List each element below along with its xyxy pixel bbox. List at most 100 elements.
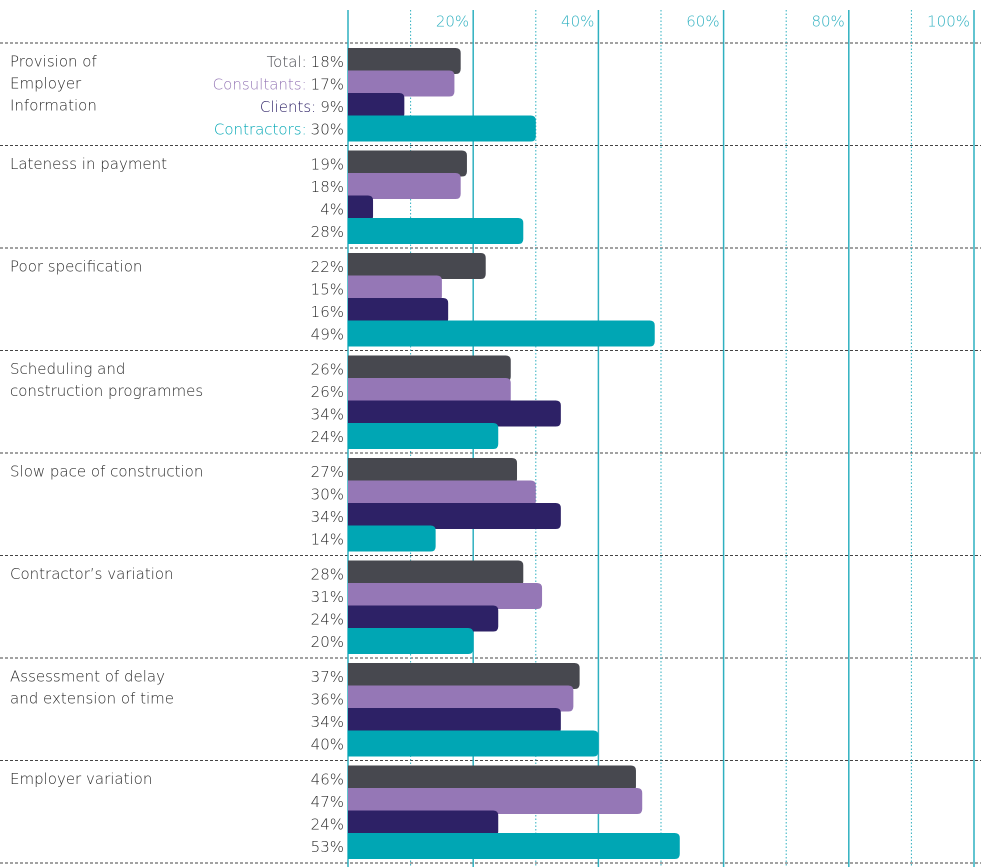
category-label: Scheduling and (10, 360, 125, 378)
value-text: 9% (320, 98, 344, 116)
value-text: 26% (311, 383, 344, 401)
value-label: 16% (311, 303, 344, 321)
bar (348, 70, 455, 97)
category-label: and extension of time (10, 690, 174, 708)
bar (348, 378, 511, 404)
value-text: 34% (311, 713, 344, 731)
value-label: 34% (311, 508, 344, 526)
bar (348, 605, 499, 632)
value-text: 14% (311, 530, 344, 548)
bar (348, 480, 536, 507)
value-label: 49% (311, 325, 344, 343)
bar (348, 810, 499, 837)
value-text: 36% (311, 690, 344, 708)
value-text: 53% (311, 838, 344, 856)
bar (348, 458, 518, 484)
value-label: Consultants: 17% (213, 75, 344, 93)
value-label: 47% (311, 793, 344, 811)
bar (348, 218, 524, 244)
category-label: Contractor’s variation (10, 565, 174, 583)
category-label: Slow pace of construction (10, 463, 203, 481)
bar (348, 560, 524, 587)
value-label: 34% (311, 713, 344, 731)
bar (348, 708, 561, 734)
value-text: 15% (311, 280, 344, 298)
bar (348, 355, 511, 382)
value-label: 28% (311, 223, 344, 241)
value-label: Total: 18% (267, 53, 344, 71)
value-text: 31% (311, 588, 344, 606)
bar (348, 730, 599, 757)
value-text: 17% (311, 75, 344, 93)
value-label: 34% (311, 405, 344, 423)
value-label: 20% (311, 633, 344, 651)
value-text: 24% (311, 428, 344, 446)
legend-label: Consultants: (213, 75, 307, 93)
category-label: Assessment of delay (10, 668, 165, 686)
value-text: 24% (311, 815, 344, 833)
value-label: 28% (311, 565, 344, 583)
value-label: 53% (311, 838, 344, 856)
value-text: 47% (311, 793, 344, 811)
value-text: 19% (311, 155, 344, 173)
bar (348, 150, 467, 177)
bar (348, 195, 374, 222)
value-label: 22% (311, 258, 344, 276)
bar (348, 663, 580, 689)
value-text: 28% (311, 223, 344, 241)
x-tick-label: 40% (561, 13, 594, 31)
value-text: 40% (311, 735, 344, 753)
category-label: Employer variation (10, 770, 152, 788)
value-text: 30% (311, 485, 344, 503)
value-label: 40% (311, 735, 344, 753)
category-label: Provision of (10, 53, 97, 71)
value-text: 28% (311, 565, 344, 583)
value-text: 20% (311, 633, 344, 651)
value-text: 16% (311, 303, 344, 321)
value-label: Contractors: 30% (214, 120, 344, 138)
value-label: 26% (311, 383, 344, 401)
legend-label: Clients: (260, 98, 316, 116)
value-label: 24% (311, 610, 344, 628)
bar (348, 833, 680, 859)
value-text: 46% (311, 770, 344, 788)
value-label: 18% (311, 178, 344, 196)
value-label: 19% (311, 155, 344, 173)
category-label: construction programmes (10, 382, 203, 400)
bar (348, 48, 461, 74)
value-label: 31% (311, 588, 344, 606)
value-text: 34% (311, 405, 344, 423)
value-text: 18% (311, 178, 344, 196)
bar (348, 525, 436, 552)
value-label: 27% (311, 463, 344, 481)
bar (348, 628, 474, 654)
value-label: 14% (311, 530, 344, 548)
bar (348, 253, 486, 279)
value-label: 26% (311, 360, 344, 378)
category-label: Employer (10, 75, 82, 93)
bar (348, 320, 655, 347)
value-text: 27% (311, 463, 344, 481)
value-text: 18% (311, 53, 344, 71)
x-tick-label: 60% (686, 13, 719, 31)
value-text: 34% (311, 508, 344, 526)
bar (348, 275, 442, 302)
value-text: 24% (311, 610, 344, 628)
value-text: 22% (311, 258, 344, 276)
category-label: Poor specification (10, 258, 142, 276)
value-text: 26% (311, 360, 344, 378)
x-tick-label: 100% (927, 13, 970, 31)
value-label: 24% (311, 815, 344, 833)
bar (348, 503, 561, 529)
bar (348, 115, 536, 142)
value-text: 49% (311, 325, 344, 343)
value-label: 30% (311, 485, 344, 503)
bar (348, 788, 643, 814)
bar (348, 583, 543, 609)
value-label: 15% (311, 280, 344, 298)
value-text: 4% (320, 200, 344, 218)
legend-label: Total: (267, 53, 307, 71)
bar (348, 173, 461, 199)
bar (348, 685, 574, 712)
value-text: 37% (311, 668, 344, 686)
